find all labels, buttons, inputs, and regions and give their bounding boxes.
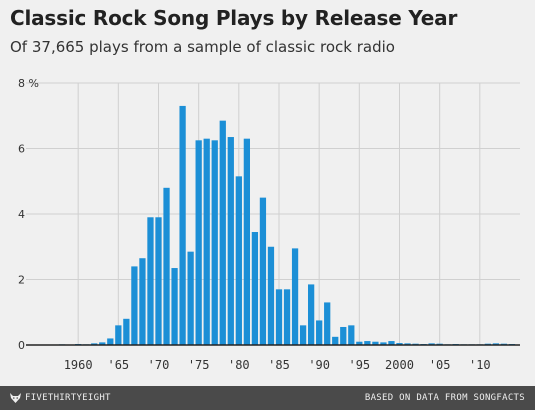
- bar-1968: [139, 258, 146, 345]
- bar-1979: [227, 137, 234, 345]
- bar-1995: [356, 341, 363, 345]
- bar-1972: [171, 268, 178, 345]
- histogram-chart: 0 2 4 6 8 % 1960 '65 '70 '75 '80 '85 '90 '95 2000 '05 '…: [18, 77, 520, 372]
- fivethirtyeight-fox-icon: [10, 393, 21, 403]
- bar-1967: [131, 266, 138, 345]
- x-tick-label: '85: [268, 358, 290, 372]
- x-tick-label: '80: [228, 358, 250, 372]
- bar-1980: [235, 176, 242, 345]
- bar-1994: [348, 325, 355, 345]
- x-tick-label: '90: [308, 358, 330, 372]
- footer-bar: FIVETHIRTYEIGHT BASED ON DATA FROM SONGF…: [0, 386, 535, 410]
- chart-subtitle: Of 37,665 plays from a sample of classic…: [10, 38, 395, 56]
- y-tick-label: 4: [18, 208, 25, 221]
- bar-1989: [308, 284, 315, 345]
- footer-brand: FIVETHIRTYEIGHT: [10, 393, 111, 403]
- x-tick-label: '95: [348, 358, 370, 372]
- bar-1991: [324, 302, 331, 345]
- bar-1987: [291, 248, 299, 345]
- bar-1970: [155, 217, 162, 345]
- bar-1963: [99, 342, 106, 345]
- y-tick-label: 0: [18, 339, 25, 352]
- x-tick-label: '70: [148, 358, 170, 372]
- bar-1966: [123, 318, 130, 345]
- bar-1971: [163, 187, 170, 345]
- y-tick-label: 2: [18, 274, 25, 287]
- bar-1976: [203, 138, 210, 345]
- bar-1999: [388, 341, 395, 345]
- bar-1977: [211, 140, 218, 345]
- bar-layer: [58, 105, 516, 346]
- bar-1984: [267, 246, 275, 345]
- x-tick-label: '10: [469, 358, 491, 372]
- axis-layer: 0 2 4 6 8 % 1960 '65 '70 '75 '80 '85 '90 '95 2000 '05 '…: [18, 77, 520, 372]
- bar-1990: [316, 320, 323, 345]
- bar-2012: [492, 343, 500, 345]
- y-tick-label: 8 %: [18, 77, 39, 90]
- bar-1962: [91, 343, 98, 345]
- bar-1988: [299, 325, 307, 345]
- x-tick-label: '75: [188, 358, 210, 372]
- bar-1982: [251, 232, 259, 345]
- footer-source: BASED ON DATA FROM SONGFACTS: [364, 393, 525, 403]
- bar-1965: [115, 325, 122, 345]
- bar-1996: [364, 341, 371, 345]
- bar-1974: [187, 251, 194, 345]
- bar-1997: [372, 341, 379, 345]
- bar-1992: [332, 336, 339, 345]
- bar-2000: [396, 343, 403, 345]
- footer-brand-label: FIVETHIRTYEIGHT: [25, 393, 111, 403]
- bar-1986: [283, 289, 291, 345]
- bar-1998: [380, 342, 387, 345]
- bar-1964: [107, 338, 114, 345]
- x-tick-label: 1960: [64, 358, 93, 372]
- x-tick-label: '65: [107, 358, 129, 372]
- y-tick-label: 6: [18, 143, 25, 156]
- bar-1981: [243, 138, 250, 345]
- x-tick-label: 2000: [385, 358, 414, 372]
- bar-2001: [404, 343, 411, 345]
- bar-2004: [428, 343, 435, 345]
- bar-1993: [340, 326, 347, 345]
- chart-title: Classic Rock Song Plays by Release Year: [10, 6, 458, 30]
- bar-1985: [275, 289, 283, 345]
- bar-1969: [147, 217, 154, 345]
- bar-1973: [179, 105, 186, 345]
- bar-1983: [259, 197, 267, 345]
- x-tick-label: '05: [429, 358, 451, 372]
- bar-1975: [195, 140, 202, 345]
- bar-1978: [219, 120, 226, 345]
